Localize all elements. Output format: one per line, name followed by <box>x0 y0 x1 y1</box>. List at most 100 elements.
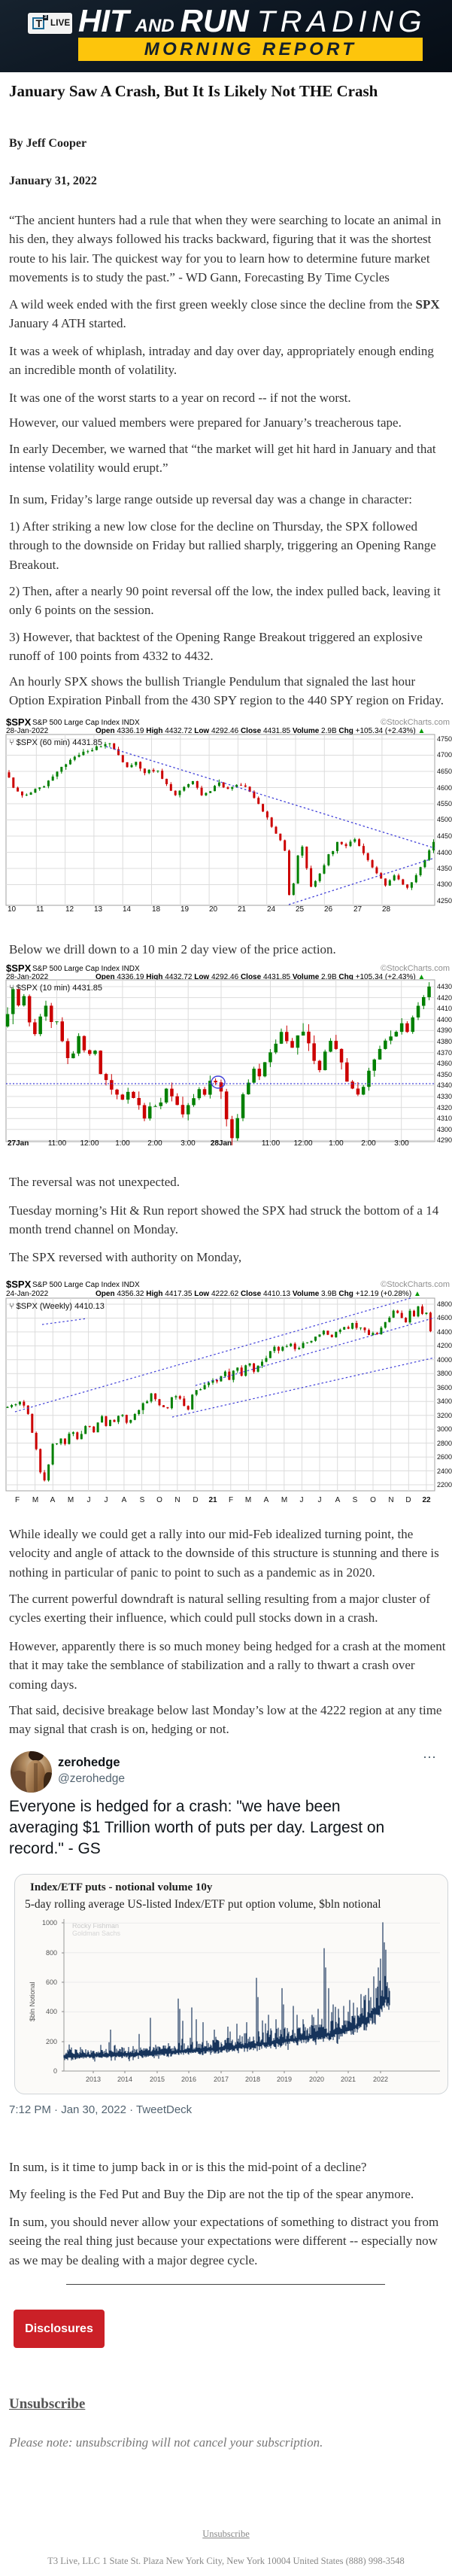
svg-text:2:00: 2:00 <box>361 1139 376 1148</box>
svg-text:11: 11 <box>36 905 44 914</box>
svg-text:⑂ $SPX (60 min) 4431.85: ⑂ $SPX (60 min) 4431.85 <box>9 738 102 747</box>
svg-text:4500: 4500 <box>437 816 452 823</box>
svg-text:4330: 4330 <box>437 1093 452 1100</box>
svg-text:4290: 4290 <box>437 1136 452 1144</box>
svg-text:24-Jan-2022: 24-Jan-2022 <box>6 1290 49 1298</box>
svg-text:28-Jan-2022: 28-Jan-2022 <box>6 727 49 735</box>
svg-text:2021: 2021 <box>341 2076 356 2083</box>
svg-text:28Jan: 28Jan <box>211 1139 232 1148</box>
svg-text:24: 24 <box>267 905 276 914</box>
svg-text:4380: 4380 <box>437 1038 452 1045</box>
svg-text:2016: 2016 <box>181 2076 196 2083</box>
svg-text:M: M <box>245 1496 251 1504</box>
svg-text:M: M <box>68 1496 74 1504</box>
svg-text:J: J <box>318 1496 322 1504</box>
svg-text:A: A <box>264 1496 269 1504</box>
svg-text:4400: 4400 <box>437 1016 452 1023</box>
svg-text:18: 18 <box>152 905 161 914</box>
svg-text:0: 0 <box>53 2067 57 2075</box>
svg-text:14: 14 <box>123 905 132 914</box>
svg-text:F: F <box>15 1496 20 1504</box>
svg-text:2018: 2018 <box>245 2076 260 2083</box>
svg-text:A: A <box>122 1496 127 1504</box>
svg-text:4800: 4800 <box>437 1300 452 1308</box>
svg-text:4430: 4430 <box>437 983 452 990</box>
svg-text:M: M <box>281 1496 287 1504</box>
svg-text:4420: 4420 <box>437 994 452 1002</box>
svg-text:N: N <box>174 1496 180 1504</box>
svg-text:2020: 2020 <box>309 2076 324 2083</box>
svg-text:4300: 4300 <box>437 880 452 888</box>
svg-text:©StockCharts.com: ©StockCharts.com <box>381 718 450 727</box>
svg-text:2800: 2800 <box>437 1440 452 1447</box>
svg-text:4350: 4350 <box>437 1071 452 1078</box>
svg-text:Rocky Fishman: Rocky Fishman <box>72 1922 119 1930</box>
svg-text:4400: 4400 <box>437 849 452 856</box>
svg-text:4320: 4320 <box>437 1104 452 1112</box>
svg-text:12: 12 <box>65 905 74 914</box>
svg-text:Goldman Sachs: Goldman Sachs <box>72 1930 121 1937</box>
svg-text:3800: 3800 <box>437 1370 452 1377</box>
svg-text:25: 25 <box>296 905 305 914</box>
svg-text:4600: 4600 <box>437 784 452 792</box>
svg-text:4550: 4550 <box>437 800 452 807</box>
svg-text:28: 28 <box>382 905 391 914</box>
svg-text:Open 4356.32 High 4417.35 Low: Open 4356.32 High 4417.35 Low 4222.62 Cl… <box>96 1290 421 1298</box>
svg-text:4360: 4360 <box>437 1060 452 1067</box>
svg-text:27: 27 <box>353 905 363 914</box>
svg-text:10: 10 <box>8 905 17 914</box>
svg-text:4250: 4250 <box>437 897 452 905</box>
svg-text:4650: 4650 <box>437 768 452 775</box>
svg-text:S: S <box>353 1496 358 1504</box>
svg-text:4700: 4700 <box>437 751 452 759</box>
svg-text:19: 19 <box>180 905 190 914</box>
svg-text:21: 21 <box>208 1496 217 1504</box>
svg-text:2014: 2014 <box>117 2076 132 2083</box>
svg-text:22: 22 <box>422 1496 431 1504</box>
svg-text:4370: 4370 <box>437 1049 452 1057</box>
svg-text:F: F <box>229 1496 233 1504</box>
svg-text:D: D <box>405 1496 411 1504</box>
svg-text:27Jan: 27Jan <box>8 1139 29 1148</box>
svg-text:1:00: 1:00 <box>329 1139 344 1148</box>
svg-text:400: 400 <box>46 2008 57 2015</box>
svg-text:11:00: 11:00 <box>262 1139 281 1148</box>
svg-text:800: 800 <box>46 1949 57 1957</box>
svg-text:20: 20 <box>209 905 218 914</box>
svg-text:⑂ $SPX (Weekly) 4410.13: ⑂ $SPX (Weekly) 4410.13 <box>9 1302 105 1311</box>
svg-text:4300: 4300 <box>437 1126 452 1133</box>
svg-text:4400: 4400 <box>437 1328 452 1336</box>
svg-text:$SPX: $SPX <box>6 963 32 974</box>
svg-text:3000: 3000 <box>437 1425 452 1433</box>
svg-text:⑂ $SPX (10 min) 4431.85: ⑂ $SPX (10 min) 4431.85 <box>9 984 102 993</box>
svg-text:4750: 4750 <box>437 735 452 743</box>
svg-text:S&P 500 Large Cap Index INDX: S&P 500 Large Cap Index INDX <box>32 965 140 973</box>
svg-text:4200: 4200 <box>437 1342 452 1349</box>
svg-text:O: O <box>156 1496 162 1504</box>
svg-text:2022: 2022 <box>373 2076 388 2083</box>
svg-text:2:00: 2:00 <box>147 1139 162 1148</box>
svg-text:Index/ETF puts - notional volu: Index/ETF puts - notional volume 10y <box>30 1881 213 1893</box>
svg-text:21: 21 <box>238 905 247 914</box>
svg-text:2200: 2200 <box>437 1481 452 1489</box>
svg-text:4350: 4350 <box>437 865 452 872</box>
svg-text:1:00: 1:00 <box>115 1139 130 1148</box>
svg-text:2019: 2019 <box>277 2076 292 2083</box>
svg-text:12:00: 12:00 <box>80 1139 99 1148</box>
svg-text:M: M <box>32 1496 38 1504</box>
svg-text:Open 4336.19 High 4432.72 Low: Open 4336.19 High 4432.72 Low 4292.46 Cl… <box>96 973 425 981</box>
svg-text:4410: 4410 <box>437 1005 452 1012</box>
svg-text:2013: 2013 <box>86 2076 101 2083</box>
svg-text:28-Jan-2022: 28-Jan-2022 <box>6 973 49 981</box>
svg-text:2600: 2600 <box>437 1453 452 1461</box>
svg-text:5-day rolling average US-liste: 5-day rolling average US-listed Index/ET… <box>25 1898 381 1911</box>
svg-text:26: 26 <box>324 905 333 914</box>
svg-text:2017: 2017 <box>214 2076 229 2083</box>
svg-text:4390: 4390 <box>437 1026 452 1034</box>
svg-text:J: J <box>87 1496 91 1504</box>
svg-text:3:00: 3:00 <box>394 1139 409 1148</box>
svg-text:3600: 3600 <box>437 1384 452 1391</box>
svg-text:3200: 3200 <box>437 1412 452 1419</box>
svg-text:4000: 4000 <box>437 1356 452 1364</box>
svg-text:$SPX: $SPX <box>6 1279 32 1290</box>
